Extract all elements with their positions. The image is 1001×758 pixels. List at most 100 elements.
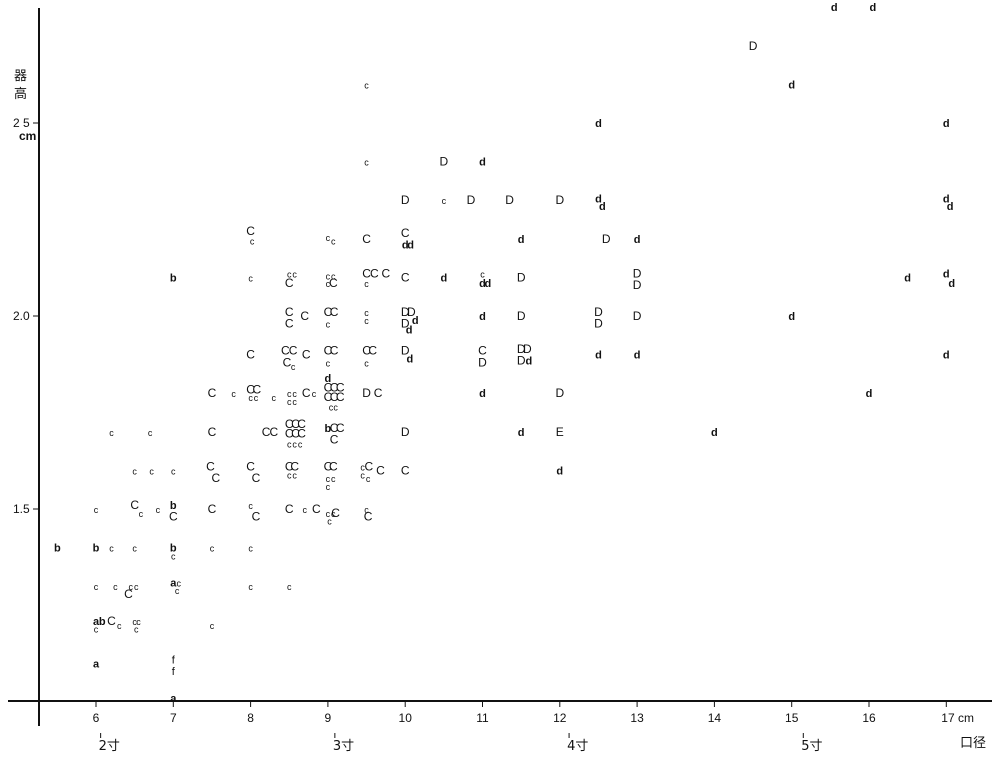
data-point-d: d: [788, 79, 795, 91]
data-point-C: C: [330, 305, 339, 319]
data-point-D: D: [478, 355, 487, 369]
data-point-d: d: [595, 118, 602, 130]
data-point-c: c: [248, 393, 253, 403]
data-point-d: d: [325, 373, 332, 385]
data-point-d: d: [402, 240, 409, 252]
data-point-C: C: [336, 380, 345, 394]
data-point-D: D: [523, 342, 532, 356]
data-point-c: c: [248, 582, 253, 592]
data-point-D: D: [555, 193, 564, 207]
data-point-D: D: [555, 386, 564, 400]
data-point-D: D: [440, 155, 449, 169]
data-point-c: c: [333, 403, 338, 413]
data-point-d: d: [866, 388, 873, 400]
x-tick-label: 11: [476, 711, 489, 725]
data-point-c: c: [292, 270, 297, 280]
data-point-c: c: [326, 233, 331, 243]
data-point-c: c: [287, 582, 292, 592]
data-point-C: C: [211, 471, 220, 485]
data-point-C: C: [285, 460, 294, 474]
data-point-c: c: [109, 428, 114, 438]
data-point-a: a: [93, 658, 100, 670]
data-point-C: C: [324, 390, 333, 404]
data-point-C: C: [401, 226, 410, 240]
data-point-d: d: [412, 315, 419, 327]
data-point-c: c: [94, 625, 99, 635]
data-point-D: D: [594, 305, 603, 319]
data-point-C: C: [124, 587, 133, 601]
data-point-C: C: [312, 502, 321, 516]
x-tick-label: 13: [630, 711, 644, 725]
data-point-c: c: [326, 320, 331, 330]
data-point-C: C: [368, 344, 377, 358]
y-ticks: 1.5 2.0 2 5cm: [13, 116, 39, 516]
sun-tick-label: 2寸: [99, 739, 120, 753]
x-tick-label: 10: [399, 711, 413, 725]
data-point-D: D: [362, 386, 371, 400]
data-point-d: d: [479, 278, 486, 290]
data-point-c: c: [360, 463, 365, 473]
data-point-c: c: [364, 358, 369, 368]
y-tick-label: 2.0: [13, 309, 30, 323]
data-point-c: c: [210, 621, 215, 631]
data-point-C: C: [330, 421, 339, 435]
data-point-c: c: [129, 582, 134, 592]
data-point-d: d: [869, 2, 876, 14]
data-point-C: C: [285, 276, 294, 290]
x-tick-label: 8: [247, 711, 254, 725]
data-point-C: C: [382, 267, 391, 281]
data-point-D: D: [401, 344, 410, 358]
data-point-c: c: [312, 389, 317, 399]
data-point-C: C: [478, 344, 487, 358]
data-point-c: c: [292, 470, 297, 480]
data-point-c: c: [442, 196, 447, 206]
x-tick-label: 15: [785, 711, 799, 725]
data-point-C: C: [285, 417, 294, 431]
data-point-d: d: [943, 269, 950, 281]
data-point-c: c: [248, 544, 253, 554]
data-point-c: c: [331, 474, 336, 484]
data-point-c: c: [94, 582, 99, 592]
data-point-C: C: [370, 267, 379, 281]
data-point-d: d: [479, 157, 486, 169]
data-point-f: f: [172, 666, 176, 678]
data-point-c: c: [366, 474, 371, 484]
data-point-C: C: [206, 460, 215, 474]
data-point-C: C: [330, 433, 339, 447]
data-point-c: c: [148, 428, 153, 438]
data-point-c: c: [331, 237, 336, 247]
data-point-C: C: [252, 382, 261, 396]
data-point-d: d: [479, 311, 486, 323]
data-point-D: D: [401, 317, 410, 331]
x-tick-label: 7: [170, 711, 177, 725]
data-point-C: C: [246, 348, 255, 362]
data-point-d: d: [440, 272, 447, 284]
data-point-a: a: [170, 693, 177, 705]
x-tick-label: 14: [708, 711, 722, 725]
data-point-c: c: [291, 362, 296, 372]
data-point-c: c: [287, 389, 292, 399]
data-point-d: d: [556, 465, 563, 477]
data-point-D: D: [505, 193, 514, 207]
data-point-C: C: [285, 502, 294, 516]
data-point-D: D: [602, 232, 611, 246]
data-point-d: d: [406, 325, 413, 337]
data-point-c: c: [287, 439, 292, 449]
data-point-c: c: [254, 393, 259, 403]
data-point-c: c: [248, 273, 253, 283]
data-point-c: c: [326, 474, 331, 484]
data-point-C: C: [300, 309, 309, 323]
x-tick-label: 17 cm: [941, 711, 974, 725]
data-point-c: c: [287, 397, 292, 407]
data-point-C: C: [362, 232, 371, 246]
x-ticks: 6 7 8 9 10 11 12 13 14 15 16 17 cm: [93, 701, 974, 725]
axes: [8, 8, 992, 726]
data-point-E: E: [556, 425, 564, 439]
data-point-c: c: [326, 509, 331, 519]
data-point-c: c: [109, 544, 114, 554]
data-point-C: C: [330, 344, 339, 358]
data-point-C: C: [336, 390, 345, 404]
data-point-d: d: [595, 193, 602, 205]
data-point-d: d: [948, 278, 955, 290]
